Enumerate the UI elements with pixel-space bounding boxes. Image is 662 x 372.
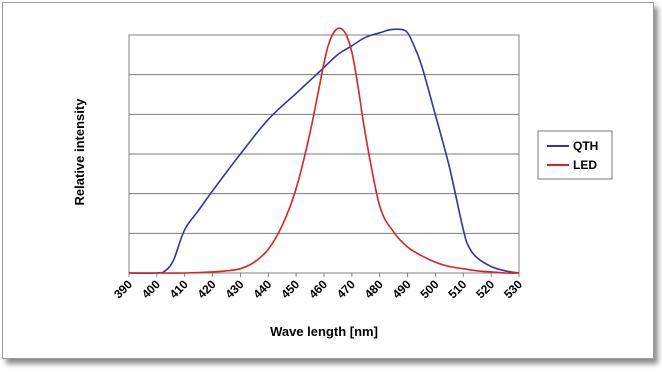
x-tick-label: 410 (167, 277, 191, 301)
x-tick-label: 430 (222, 277, 246, 301)
x-axis-title: Wave length [nm] (270, 324, 378, 339)
x-tick-label: 480 (362, 277, 386, 301)
x-tick-label: 510 (445, 277, 469, 301)
x-tick-label: 420 (195, 277, 219, 301)
x-tick-label: 500 (417, 277, 441, 301)
legend-label-led: LED (573, 158, 597, 172)
x-tick-label: 530 (501, 277, 525, 301)
legend: QTH LED (537, 130, 613, 180)
x-tick-label: 400 (139, 277, 163, 301)
x-tick-label: 520 (473, 277, 497, 301)
x-tick-label: 440 (250, 277, 274, 301)
x-tick-label: 470 (334, 277, 358, 301)
series-line-qth (128, 28, 520, 274)
x-tick-label: 450 (278, 277, 302, 301)
x-tick-label: 490 (390, 277, 414, 301)
chart-frame: 390 400 410 420 430 440 450 460 470 480 490 500 510 5… (2, 2, 654, 359)
legend-label-qth: QTH (573, 139, 598, 153)
x-tick-label: 460 (306, 277, 330, 301)
legend-box (537, 130, 613, 180)
spectrum-chart: 390 400 410 420 430 440 450 460 470 480 490 500 510 5… (72, 27, 613, 339)
y-axis-title: Relative intensity (72, 98, 87, 206)
series-line-led (129, 27, 520, 274)
x-tick-label: 390 (111, 277, 135, 301)
